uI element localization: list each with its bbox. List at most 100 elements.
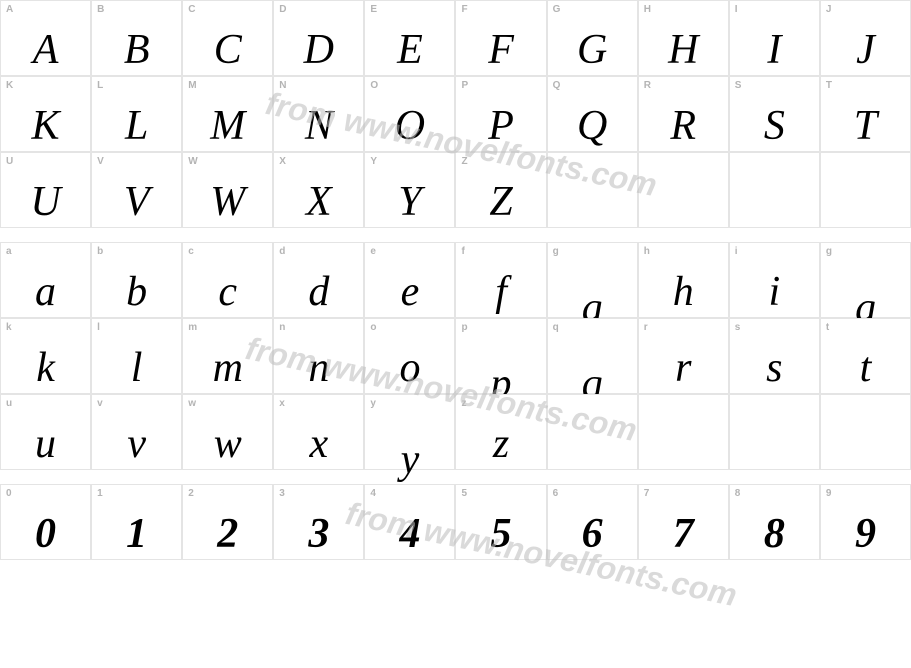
cell-key-label: H: [644, 4, 651, 15]
cell-key-label: q: [553, 322, 559, 333]
charmap-cell: zz: [455, 394, 546, 470]
charmap-cell: ff: [455, 242, 546, 318]
cell-key-label: v: [97, 398, 103, 409]
cell-glyph: W: [183, 181, 272, 223]
cell-glyph: T: [821, 105, 910, 147]
cell-key-label: g: [826, 246, 832, 257]
cell-glyph: w: [183, 423, 272, 465]
charmap-cell: ZZ: [455, 152, 546, 228]
cell-key-label: i: [735, 246, 738, 257]
cell-key-label: J: [826, 4, 832, 15]
charmap-cell: gg: [547, 242, 638, 318]
cell-glyph: O: [365, 105, 454, 147]
charmap-cell: 22: [182, 484, 273, 560]
charmap-cell: rr: [638, 318, 729, 394]
cell-glyph: m: [183, 347, 272, 389]
cell-key-label: I: [735, 4, 738, 15]
charmap-row: kkllmmnnooppqqrrsstt: [0, 318, 911, 394]
cell-glyph: e: [365, 271, 454, 313]
cell-glyph: N: [274, 105, 363, 147]
cell-key-label: u: [6, 398, 12, 409]
charmap-cell: NN: [273, 76, 364, 152]
charmap-cell: yy: [364, 394, 455, 470]
charmap-cell: ss: [729, 318, 820, 394]
cell-glyph: c: [183, 271, 272, 313]
cell-key-label: S: [735, 80, 742, 91]
cell-key-label: W: [188, 156, 197, 167]
charmap-cell: cc: [182, 242, 273, 318]
charmap-cell: 00: [0, 484, 91, 560]
cell-key-label: a: [6, 246, 12, 257]
cell-glyph: V: [92, 181, 181, 223]
cell-glyph: 9: [821, 513, 910, 555]
cell-key-label: B: [97, 4, 104, 15]
cell-key-label: T: [826, 80, 832, 91]
cell-glyph: r: [639, 347, 728, 389]
charmap-cell: 44: [364, 484, 455, 560]
cell-glyph: G: [548, 29, 637, 71]
cell-key-label: 0: [6, 488, 12, 499]
cell-glyph: v: [92, 423, 181, 465]
cell-key-label: 4: [370, 488, 376, 499]
cell-glyph: R: [639, 105, 728, 147]
charmap-cell: 66: [547, 484, 638, 560]
cell-glyph: D: [274, 29, 363, 71]
cell-glyph: K: [1, 105, 90, 147]
cell-key-label: L: [97, 80, 103, 91]
cell-key-label: Y: [370, 156, 377, 167]
cell-key-label: b: [97, 246, 103, 257]
cell-glyph: Q: [548, 105, 637, 147]
charmap-cell: KK: [0, 76, 91, 152]
cell-glyph: 4: [365, 513, 454, 555]
cell-glyph: b: [92, 271, 181, 313]
charmap-cell: BB: [91, 0, 182, 76]
cell-key-label: n: [279, 322, 285, 333]
cell-key-label: 8: [735, 488, 741, 499]
cell-key-label: 9: [826, 488, 832, 499]
cell-glyph: u: [1, 423, 90, 465]
cell-key-label: y: [370, 398, 376, 409]
charmap-cell: RR: [638, 76, 729, 152]
cell-glyph: S: [730, 105, 819, 147]
cell-key-label: O: [370, 80, 378, 91]
cell-glyph: B: [92, 29, 181, 71]
cell-key-label: Q: [553, 80, 561, 91]
cell-key-label: t: [826, 322, 829, 333]
charmap-cell: aa: [0, 242, 91, 318]
cell-key-label: p: [461, 322, 467, 333]
cell-glyph: s: [730, 347, 819, 389]
charmap-cell: LL: [91, 76, 182, 152]
cell-glyph: 8: [730, 513, 819, 555]
charmap-cell-empty: [820, 152, 911, 228]
cell-glyph: o: [365, 347, 454, 389]
row-spacer: [0, 470, 911, 484]
charmap-cell: GG: [547, 0, 638, 76]
cell-glyph: Z: [456, 181, 545, 223]
cell-key-label: F: [461, 4, 467, 15]
charmap-row: aabbccddeeffgghhiigg: [0, 242, 911, 318]
cell-key-label: 7: [644, 488, 650, 499]
charmap-cell: nn: [273, 318, 364, 394]
charmap-cell: VV: [91, 152, 182, 228]
charmap-cell: II: [729, 0, 820, 76]
cell-key-label: k: [6, 322, 12, 333]
row-spacer: [0, 228, 911, 242]
charmap-cell-empty: [638, 394, 729, 470]
charmap-cell: CC: [182, 0, 273, 76]
cell-key-label: G: [553, 4, 561, 15]
charmap-cell: tt: [820, 318, 911, 394]
cell-glyph: A: [1, 29, 90, 71]
charmap-row: UUVVWWXXYYZZ: [0, 152, 911, 228]
cell-glyph: y: [365, 439, 454, 481]
cell-key-label: z: [461, 398, 466, 409]
cell-glyph: a: [1, 271, 90, 313]
charmap-row: KKLLMMNNOOPPQQRRSSTT: [0, 76, 911, 152]
cell-key-label: E: [370, 4, 377, 15]
cell-key-label: C: [188, 4, 195, 15]
cell-key-label: R: [644, 80, 651, 91]
cell-glyph: 6: [548, 513, 637, 555]
cell-glyph: k: [1, 347, 90, 389]
charmap-cell: bb: [91, 242, 182, 318]
cell-key-label: 6: [553, 488, 559, 499]
charmap-cell: kk: [0, 318, 91, 394]
